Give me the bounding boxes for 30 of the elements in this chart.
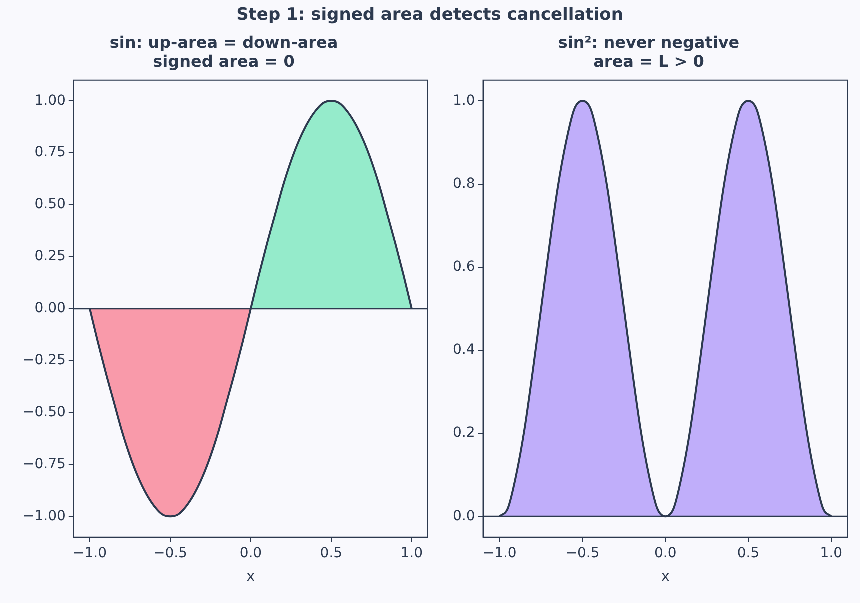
chart-subtitle: sin²: never negative area = L > 0 — [558, 32, 740, 71]
y-tick-label: −0.25 — [22, 352, 66, 368]
y-tick-label: 0.00 — [34, 300, 66, 317]
y-tick-label: 0.0 — [453, 508, 476, 524]
x-tick-label: −1.0 — [482, 545, 517, 562]
x-tick-label: 0.5 — [737, 545, 760, 562]
x-axis-title: x — [246, 569, 256, 586]
y-tick-label: 0.4 — [453, 342, 476, 358]
y-tick-label: 1.00 — [34, 92, 66, 109]
x-tick-label: 0.0 — [240, 545, 262, 562]
x-axis-title: x — [661, 569, 670, 586]
chart-subtitle: sin: up-area = down-area signed area = 0 — [110, 32, 338, 71]
x-tick-label: −0.5 — [566, 545, 600, 562]
chart-title: Step 1: signed area detects cancellation — [236, 4, 624, 27]
y-tick-label: −1.00 — [22, 508, 66, 524]
x-tick-label: −0.5 — [153, 545, 188, 562]
y-tick-label: 0.50 — [34, 196, 66, 213]
y-tick-label: 0.2 — [453, 425, 476, 442]
y-tick-label: 0.25 — [34, 248, 66, 265]
x-tick-label: 1.0 — [820, 545, 843, 562]
y-tick-label: 0.8 — [453, 176, 476, 192]
y-tick-label: 1.0 — [453, 92, 476, 109]
y-tick-label: −0.50 — [22, 404, 66, 420]
y-tick-label: 0.75 — [34, 144, 66, 161]
x-tick-label: 1.0 — [400, 545, 424, 562]
x-tick-label: 0.5 — [320, 545, 343, 562]
y-tick-label: −0.75 — [22, 456, 66, 472]
x-tick-label: −1.0 — [73, 545, 107, 562]
y-tick-label: 0.6 — [453, 258, 476, 275]
x-tick-label: 0.0 — [654, 545, 677, 562]
